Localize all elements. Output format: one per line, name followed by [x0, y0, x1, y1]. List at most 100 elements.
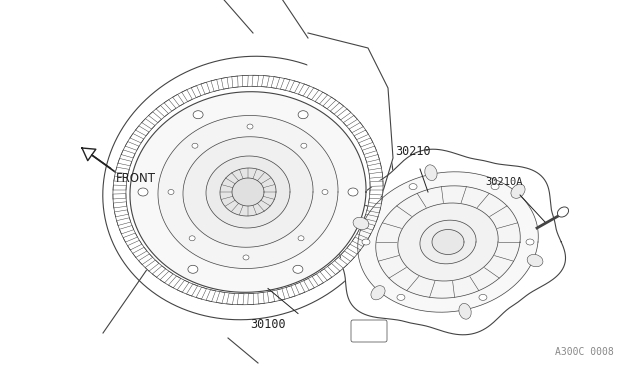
Polygon shape	[258, 292, 264, 304]
Polygon shape	[398, 203, 498, 281]
Ellipse shape	[527, 254, 543, 267]
Polygon shape	[123, 233, 138, 242]
Polygon shape	[118, 158, 132, 166]
Ellipse shape	[221, 182, 244, 212]
Polygon shape	[344, 115, 357, 126]
Polygon shape	[182, 90, 192, 102]
Polygon shape	[206, 290, 216, 302]
Ellipse shape	[247, 124, 253, 129]
Polygon shape	[307, 88, 319, 100]
Polygon shape	[376, 186, 520, 298]
Polygon shape	[206, 156, 290, 228]
Ellipse shape	[192, 143, 198, 148]
Ellipse shape	[511, 184, 525, 198]
Polygon shape	[370, 181, 383, 186]
Ellipse shape	[353, 217, 369, 230]
Ellipse shape	[409, 184, 417, 190]
Ellipse shape	[362, 239, 370, 245]
Ellipse shape	[557, 207, 568, 217]
Ellipse shape	[459, 304, 471, 319]
Polygon shape	[367, 163, 381, 170]
Text: 30210A: 30210A	[485, 177, 522, 187]
FancyBboxPatch shape	[316, 195, 348, 221]
Polygon shape	[196, 287, 207, 299]
Polygon shape	[358, 172, 538, 312]
Polygon shape	[114, 176, 127, 182]
Polygon shape	[116, 218, 131, 225]
Polygon shape	[183, 137, 313, 247]
Polygon shape	[268, 291, 275, 303]
Polygon shape	[103, 56, 393, 320]
Polygon shape	[82, 148, 96, 161]
Polygon shape	[220, 168, 276, 216]
Polygon shape	[158, 115, 338, 269]
Ellipse shape	[293, 265, 303, 273]
Ellipse shape	[371, 286, 385, 300]
Polygon shape	[232, 76, 238, 87]
Polygon shape	[130, 92, 366, 292]
Polygon shape	[152, 266, 166, 277]
Ellipse shape	[301, 143, 307, 148]
Polygon shape	[358, 138, 373, 147]
Ellipse shape	[397, 294, 405, 301]
Ellipse shape	[189, 236, 195, 241]
Ellipse shape	[348, 188, 358, 196]
Polygon shape	[227, 293, 234, 304]
Polygon shape	[328, 263, 340, 275]
Polygon shape	[365, 154, 380, 162]
Polygon shape	[320, 269, 332, 280]
Ellipse shape	[168, 189, 174, 195]
Ellipse shape	[193, 111, 203, 119]
Polygon shape	[201, 82, 210, 94]
Polygon shape	[237, 294, 244, 305]
Ellipse shape	[322, 189, 328, 195]
Polygon shape	[304, 278, 314, 290]
Polygon shape	[156, 105, 168, 117]
Polygon shape	[125, 142, 139, 150]
Polygon shape	[432, 230, 464, 254]
Ellipse shape	[479, 294, 487, 301]
Polygon shape	[113, 194, 126, 199]
Polygon shape	[113, 202, 127, 208]
Polygon shape	[315, 92, 328, 104]
Polygon shape	[357, 230, 371, 238]
Polygon shape	[286, 286, 295, 298]
Polygon shape	[347, 244, 360, 254]
Polygon shape	[177, 280, 189, 292]
Polygon shape	[323, 97, 336, 109]
Polygon shape	[121, 150, 135, 158]
Polygon shape	[243, 75, 248, 87]
Polygon shape	[271, 77, 280, 89]
Polygon shape	[330, 149, 566, 335]
Polygon shape	[252, 75, 259, 86]
Polygon shape	[420, 220, 476, 264]
Polygon shape	[211, 80, 219, 92]
Polygon shape	[191, 86, 201, 97]
Polygon shape	[330, 103, 344, 114]
Polygon shape	[216, 292, 225, 303]
Text: 30210: 30210	[395, 145, 431, 158]
Text: FRONT: FRONT	[116, 172, 156, 185]
Polygon shape	[362, 146, 376, 154]
Polygon shape	[308, 33, 393, 208]
Ellipse shape	[526, 239, 534, 245]
Polygon shape	[232, 178, 264, 206]
Polygon shape	[186, 284, 198, 296]
Polygon shape	[115, 167, 129, 174]
Polygon shape	[160, 271, 173, 283]
Polygon shape	[136, 126, 149, 136]
Polygon shape	[115, 210, 129, 217]
Polygon shape	[120, 225, 134, 234]
Ellipse shape	[298, 111, 308, 119]
Polygon shape	[132, 247, 147, 257]
Polygon shape	[113, 185, 126, 190]
Polygon shape	[370, 190, 383, 195]
Polygon shape	[248, 294, 253, 305]
Polygon shape	[221, 77, 228, 89]
Polygon shape	[130, 134, 144, 143]
Ellipse shape	[298, 236, 304, 241]
Polygon shape	[262, 76, 269, 87]
Polygon shape	[361, 222, 375, 230]
Ellipse shape	[425, 165, 437, 180]
Polygon shape	[127, 240, 142, 250]
